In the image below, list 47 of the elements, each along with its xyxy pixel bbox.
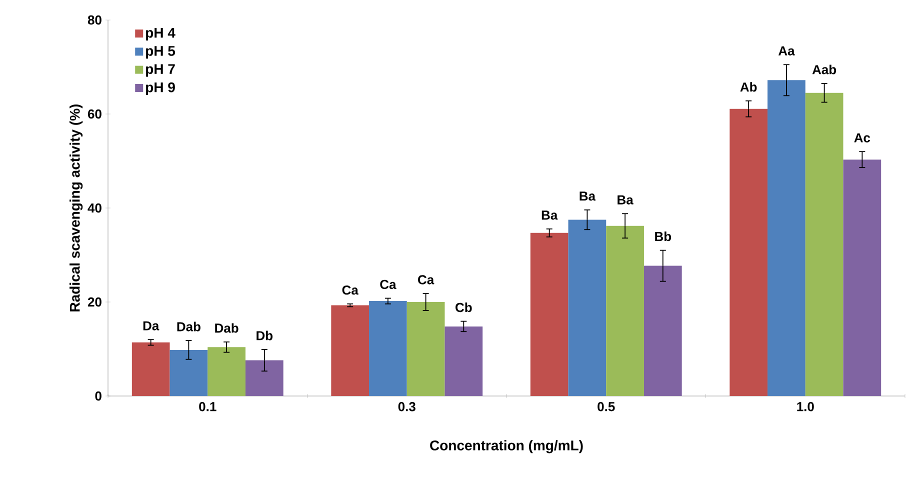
x-tick-label: 0.5 bbox=[598, 402, 615, 412]
data-label: Aab bbox=[812, 64, 836, 74]
y-tick-label: 0 bbox=[95, 391, 102, 401]
y-tick-label: 60 bbox=[88, 109, 102, 119]
legend-label: pH 4 bbox=[146, 28, 176, 40]
bar bbox=[170, 350, 208, 396]
data-label: Db bbox=[256, 330, 273, 340]
legend-label: pH 7 bbox=[146, 64, 175, 77]
bar bbox=[208, 347, 246, 396]
bar bbox=[843, 160, 882, 396]
bar bbox=[644, 266, 682, 396]
data-label: Ca bbox=[418, 275, 434, 284]
data-label: Ca bbox=[342, 285, 358, 295]
data-label: Ba bbox=[580, 192, 596, 201]
data-label: Ac bbox=[854, 133, 870, 142]
y-tick-label: 20 bbox=[88, 297, 102, 307]
y-tick-label: 40 bbox=[88, 203, 102, 213]
bar bbox=[530, 232, 568, 396]
data-label: Aa bbox=[778, 46, 795, 56]
y-tick-label: 80 bbox=[88, 15, 102, 25]
data-label: Dab bbox=[177, 322, 200, 332]
x-tick-label: 0.3 bbox=[398, 402, 416, 412]
bar bbox=[132, 342, 170, 396]
data-label: Bb bbox=[655, 232, 672, 242]
data-label: Cb bbox=[456, 302, 472, 312]
legend-label: pH 5 bbox=[146, 46, 176, 59]
bar bbox=[369, 301, 407, 396]
bar bbox=[444, 326, 483, 396]
bar bbox=[730, 108, 768, 396]
legend-label: pH 9 bbox=[146, 82, 175, 96]
data-label: Ba bbox=[618, 195, 634, 204]
bar bbox=[768, 80, 806, 396]
data-label: Ba bbox=[542, 210, 558, 220]
data-label: Ca bbox=[380, 280, 396, 290]
bar bbox=[805, 92, 844, 396]
x-axis-title: Concentration (mg/mL) bbox=[430, 440, 583, 454]
y-axis-title: Radical scavenging activity (%) bbox=[70, 104, 83, 312]
bar bbox=[245, 360, 284, 396]
data-label: Dab bbox=[215, 323, 238, 333]
bar bbox=[568, 220, 606, 396]
data-label: Da bbox=[143, 321, 160, 330]
bar bbox=[606, 226, 644, 396]
data-label: Ab bbox=[740, 82, 757, 92]
x-tick-label: 1.0 bbox=[797, 402, 814, 412]
x-tick-label: 0.1 bbox=[199, 402, 216, 412]
bar bbox=[406, 302, 445, 396]
bar bbox=[331, 305, 370, 396]
